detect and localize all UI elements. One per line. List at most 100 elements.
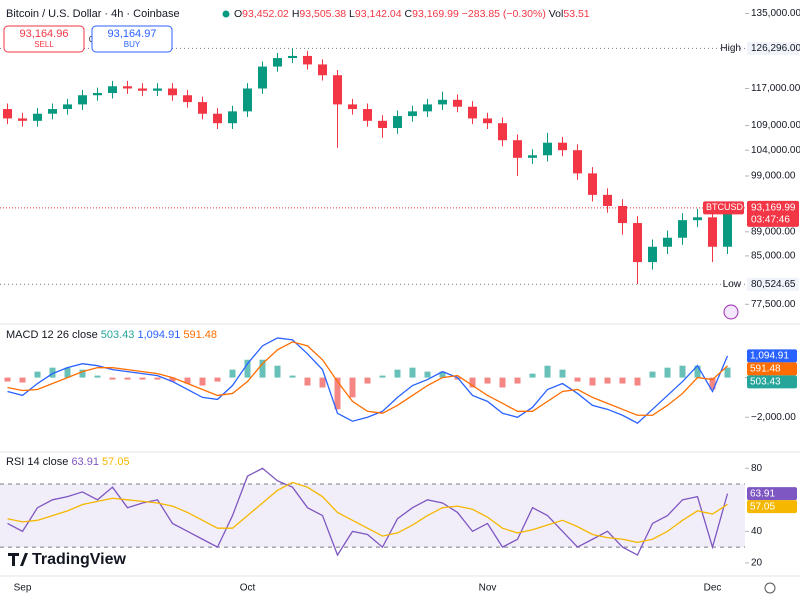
candle-body: [693, 217, 702, 221]
histogram-bar: [109, 377, 116, 380]
price-tag-box: [747, 200, 799, 227]
candle-body: [543, 142, 552, 156]
ohlc-key: O: [234, 8, 242, 20]
symbol-tag-box: [703, 201, 744, 215]
histogram-bar: [214, 377, 221, 382]
last-value-tag: 57.05: [750, 501, 775, 512]
buy-button[interactable]: 93,164.97 BUY: [91, 25, 173, 53]
candle-body: [63, 104, 72, 110]
histogram-bar: [34, 371, 41, 378]
candle-body: [288, 55, 297, 59]
y-tick-label: 89,000.00: [751, 226, 796, 237]
candle-body: [48, 109, 57, 114]
logo-mark: [8, 553, 28, 566]
histogram-bar: [409, 367, 416, 378]
indicator-title: RSI 14 close: [6, 456, 68, 468]
legend-value: 63.91: [71, 456, 99, 468]
candle-body: [168, 88, 177, 96]
extreme-key: Low: [723, 279, 742, 290]
candle-body: [528, 155, 537, 158]
indicator-legend: RSI 14 close 63.91 57.05: [6, 456, 130, 468]
legend-value: 57.05: [102, 456, 130, 468]
histogram-bar: [244, 359, 251, 378]
ohlc-legend: O93,452.02 H93,505.38 L93,142.04 C93,169…: [234, 8, 590, 20]
last-value-tag: 503.43: [750, 377, 781, 388]
last-value-tag: 1,094.91: [750, 351, 789, 362]
settings-icon[interactable]: [764, 582, 776, 594]
sell-price[interactable]: 93,164.96: [20, 28, 69, 40]
last-value-tag-box: [747, 375, 797, 389]
histogram-bar: [394, 369, 401, 378]
candle-body: [393, 116, 402, 129]
histogram-bar: [289, 375, 296, 378]
candle-body: [498, 123, 507, 141]
candle-body: [93, 92, 102, 96]
candle-body: [33, 113, 42, 121]
y-tick-label: 40: [751, 526, 763, 537]
indicator-title: MACD 12 26 close: [6, 329, 98, 341]
indicator-line: [7, 481, 728, 544]
y-tick-label: −2,000.00: [751, 412, 796, 423]
candle-body: [363, 109, 372, 121]
extreme-value: 126,296.00: [751, 43, 800, 54]
histogram-bar: [544, 365, 551, 378]
y-tick-label: 117,000.00: [751, 83, 800, 94]
sell-label[interactable]: SELL: [34, 40, 54, 49]
last-value-tag-box: [747, 349, 797, 363]
extreme-value: 80,524.65: [751, 279, 796, 290]
x-tick-label: Sep: [14, 583, 32, 594]
histogram-bar: [259, 359, 266, 378]
y-tick-label: 109,000.00: [751, 120, 800, 131]
candle-body: [633, 223, 642, 263]
histogram-bar: [274, 365, 281, 378]
chart-title: Bitcoin / U.S. Dollar · 4h · Coinbase: [6, 8, 180, 20]
histogram-bar: [169, 377, 176, 382]
indicator-line: [7, 341, 728, 416]
y-tick-label: 135,000.00: [751, 8, 800, 19]
candle-body: [18, 118, 27, 121]
histogram-bar: [229, 369, 236, 378]
ohlc-value: 93,452.02: [242, 8, 289, 20]
indicator-legend: MACD 12 26 close 503.43 1,094.91 591.48: [6, 329, 217, 341]
histogram-bar: [364, 377, 371, 384]
candle-body: [213, 113, 222, 124]
candle-body: [228, 111, 237, 124]
last-value-tag-box: [747, 500, 797, 514]
histogram-bar: [349, 377, 356, 398]
candle-body: [618, 205, 627, 224]
alert-icon[interactable]: [723, 304, 739, 320]
candle-body: [3, 109, 12, 119]
candle-body: [273, 58, 282, 67]
buy-box[interactable]: [91, 25, 173, 53]
buy-label[interactable]: BUY: [124, 40, 141, 49]
candle-body: [663, 237, 672, 247]
histogram-bar: [184, 377, 191, 384]
last-value-tag: 591.48: [750, 364, 781, 375]
candle-body: [723, 207, 732, 247]
candle-body: [648, 246, 657, 263]
histogram-bar: [604, 377, 611, 384]
histogram-bar: [334, 377, 341, 410]
candle-body: [198, 102, 207, 114]
legend-value: 1,094.91: [138, 329, 181, 341]
x-tick-label: Oct: [240, 583, 256, 594]
histogram-bar: [634, 377, 641, 386]
candle-body: [438, 99, 447, 105]
sell-button[interactable]: 93,164.96 SELL: [3, 25, 85, 53]
histogram-bar: [679, 365, 686, 378]
ohlc-key: H: [292, 8, 300, 20]
candle-body: [453, 99, 462, 107]
candle-body: [378, 120, 387, 129]
sell-box[interactable]: [3, 25, 85, 53]
histogram-bar: [484, 377, 491, 384]
legend-value: 503.43: [101, 329, 135, 341]
histogram-bar: [559, 369, 566, 378]
histogram-bar: [499, 377, 506, 388]
rsi-band: [0, 484, 745, 548]
candle-body: [408, 111, 417, 117]
logo: TradingView: [8, 551, 127, 568]
candle-body: [123, 86, 132, 89]
buy-price[interactable]: 93,164.97: [108, 28, 157, 40]
candle-body: [573, 150, 582, 174]
histogram-bar: [124, 377, 131, 380]
